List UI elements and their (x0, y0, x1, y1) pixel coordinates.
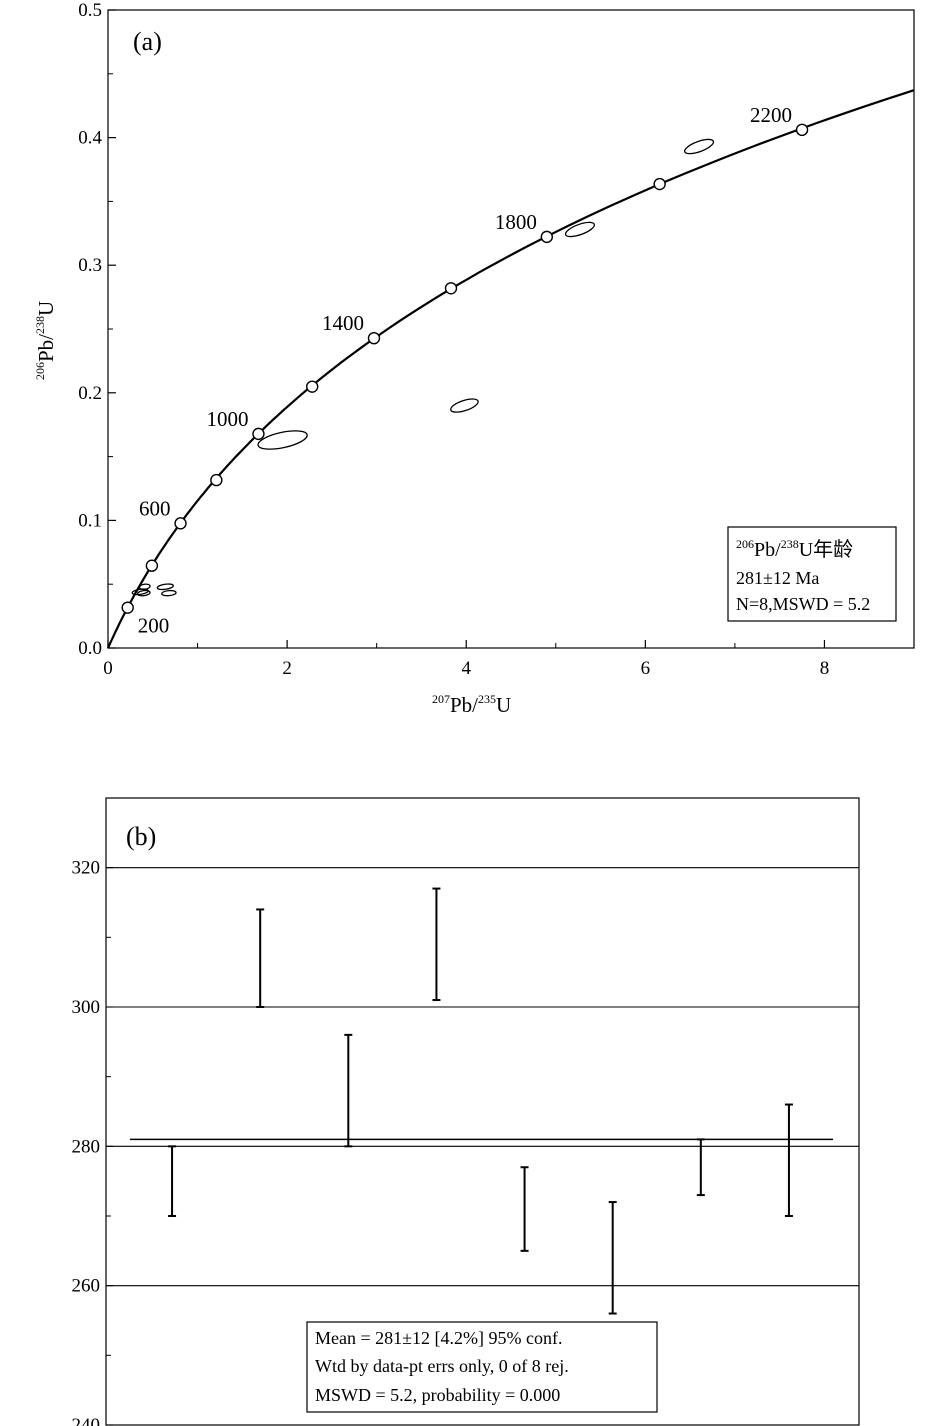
age-label: 2200 (750, 103, 792, 127)
y-tick-label: 0.0 (78, 638, 102, 659)
panel-label-b: (b) (126, 822, 156, 851)
x-tick-label: 8 (820, 658, 830, 679)
error-ellipse (136, 589, 151, 597)
error-bar (784, 1103, 793, 1217)
age-marker (540, 230, 554, 244)
error-bar (608, 1201, 617, 1315)
age-label: 1000 (206, 407, 248, 431)
error-ellipse (156, 583, 174, 591)
age-marker (121, 601, 134, 614)
stats-box: Mean = 281±12 [4.2%] 95% conf. Wtd by da… (306, 1321, 658, 1413)
age-marker (444, 282, 458, 295)
age-label: 1400 (322, 311, 364, 335)
concordia-chart: 0 2 4 6 8 0.0 0.1 0.2 0.3 0.4 0.5 200 600 1000 1400 18… (33, 0, 915, 717)
y-tick-label: 320 (72, 858, 101, 879)
age-marker (305, 380, 319, 393)
age-label: 600 (139, 496, 171, 520)
age-marker (210, 473, 223, 487)
error-ellipse (564, 221, 596, 238)
error-bar (344, 1033, 353, 1148)
y-tick-label: 0.1 (78, 510, 102, 531)
error-ellipse (138, 583, 151, 591)
error-ellipse (161, 589, 177, 597)
y-tick-label: 0.3 (78, 255, 102, 276)
weighted-mean-chart: 240 260 280 300 320 (b) Mean = 281±12 [4.2%]… (72, 797, 860, 1426)
legend-title: 206Pb/238U年龄 (736, 537, 853, 561)
legend-age: 281±12 Ma (736, 568, 819, 588)
age-label: 1800 (495, 210, 537, 234)
y-tick-label: 240 (72, 1415, 101, 1426)
legend-mswd: N=8,MSWD = 5.2 (736, 594, 870, 614)
error-bar (256, 908, 265, 1008)
error-bar (696, 1138, 705, 1197)
x-tick-label: 6 (641, 658, 651, 679)
stats-mean: Mean = 281±12 [4.2%] 95% conf. (315, 1328, 562, 1348)
age-marker (795, 123, 809, 137)
panel-label-a: (a) (133, 27, 162, 56)
x-tick-label: 4 (461, 658, 471, 679)
error-ellipse (257, 430, 308, 450)
y-tick-label: 260 (72, 1276, 101, 1297)
age-label: 200 (138, 614, 170, 638)
y-axis-label: 206Pb/238U (33, 301, 58, 380)
error-bar (168, 1145, 177, 1217)
stats-weighting: Wtd by data-pt errs only, 0 of 8 rej. (315, 1356, 569, 1376)
age-marker (145, 559, 159, 572)
age-marker (653, 177, 666, 191)
x-axis-label: 207Pb/235U (432, 692, 511, 717)
plot-frame-b (105, 797, 860, 1426)
stats-mswd: MSWD = 5.2, probability = 0.000 (315, 1385, 560, 1405)
y-tick-label: 0.5 (78, 0, 102, 21)
y-tick-label: 0.4 (78, 128, 102, 149)
y-tick-label: 300 (72, 997, 101, 1018)
age-marker (174, 517, 187, 530)
y-tick-label: 280 (72, 1136, 101, 1157)
legend-box: 206Pb/238U年龄 281±12 Ma N=8,MSWD = 5.2 (727, 526, 897, 622)
y-tick-label: 0.2 (78, 383, 102, 404)
x-tick-label: 2 (282, 658, 292, 679)
error-bar (520, 1166, 529, 1252)
age-marker (367, 331, 381, 345)
error-ellipse (684, 138, 715, 155)
error-ellipse (450, 398, 479, 413)
error-bar (432, 887, 441, 1002)
age-marker (252, 427, 265, 441)
x-tick-label: 0 (103, 658, 113, 679)
